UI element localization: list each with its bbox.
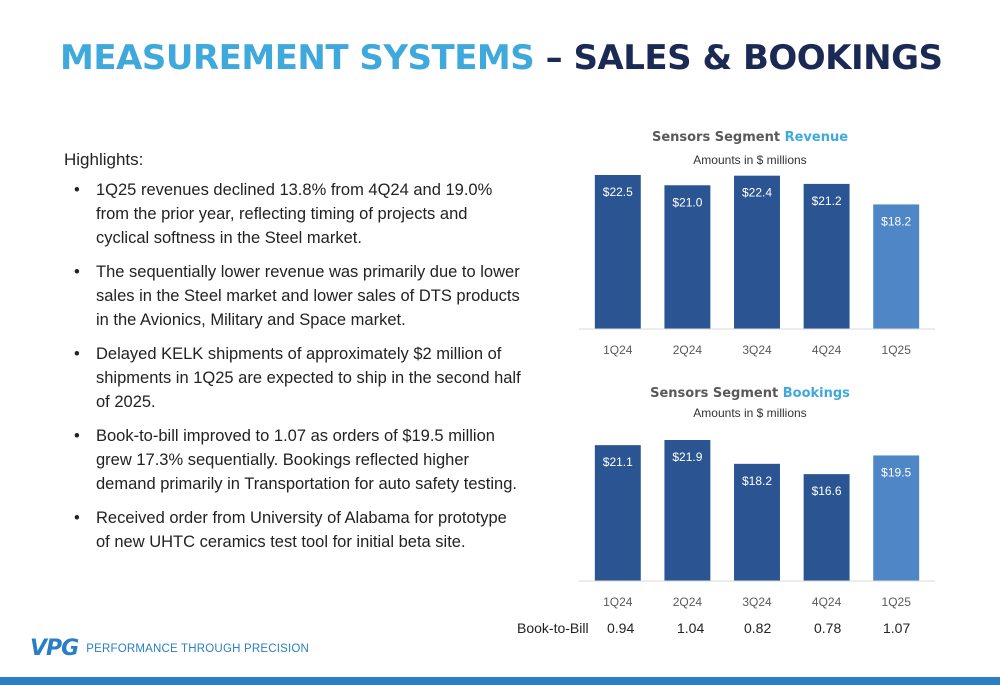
highlight-text: Delayed KELK shipments of approximately …: [96, 345, 521, 411]
bookings-tick-label: 4Q24: [812, 595, 842, 609]
bookings-bar-label: $21.9: [672, 450, 702, 464]
bullet-icon: •: [74, 263, 80, 281]
bookings-bar-label: $19.5: [881, 465, 911, 479]
highlight-text: Received order from University of Alabam…: [96, 509, 507, 551]
bookings-tick-label: 2Q24: [673, 595, 703, 609]
book-to-bill-value: 1.04: [677, 620, 705, 636]
bullet-icon: •: [74, 509, 80, 527]
bullet-icon: •: [74, 427, 80, 445]
revenue-bar: [873, 204, 920, 329]
revenue-bar: [734, 175, 780, 329]
bookings-bar: [873, 455, 920, 581]
book-to-bill-value: 0.82: [744, 620, 772, 636]
bookings-chart-subtitle: Amounts in $ millions: [693, 406, 806, 420]
bookings-tick-label: 3Q24: [742, 595, 772, 609]
revenue-tick-label: 4Q24: [812, 343, 842, 357]
vpg-logo: VPG: [30, 636, 79, 661]
bookings-chart-title-main: Sensors Segment: [650, 386, 778, 401]
revenue-tick-label: 3Q24: [742, 343, 772, 357]
highlight-item: • Received order from University of Alaba…: [64, 506, 524, 554]
bookings-chart: Sensors Segment Bookings Amounts in $ mi…: [565, 378, 945, 618]
revenue-bar-label: $21.0: [672, 195, 702, 209]
revenue-bar: [803, 183, 850, 329]
revenue-chart-title-main: Sensors Segment: [652, 130, 780, 145]
footer-accent-bar: [0, 677, 1000, 685]
bookings-bar-label: $18.2: [742, 474, 772, 488]
highlights-list: • 1Q25 revenues declined 13.8% from 4Q24 …: [64, 178, 524, 554]
bookings-ticks: 1Q24 2Q24 3Q24 4Q24 1Q25: [603, 595, 911, 609]
highlight-item: • 1Q25 revenues declined 13.8% from 4Q24 …: [64, 178, 524, 250]
revenue-bar-label: $18.2: [881, 214, 911, 228]
bookings-bar: [664, 440, 711, 581]
book-to-bill-label: Book-to-Bill: [517, 620, 589, 636]
bookings-bar: [803, 474, 850, 581]
book-to-bill-value: 0.94: [607, 620, 635, 636]
footer-tagline: PERFORMANCE THROUGH PRECISION: [86, 642, 310, 655]
highlight-item: • The sequentially lower revenue was prim…: [64, 260, 524, 332]
highlights-heading: Highlights:: [64, 150, 144, 169]
bookings-chart-svg: Sensors Segment Bookings Amounts in $ mi…: [579, 386, 935, 609]
bookings-bar-label: $21.1: [603, 455, 633, 469]
highlight-text: The sequentially lower revenue was prima…: [96, 263, 520, 329]
bookings-tick-label: 1Q24: [603, 595, 633, 609]
revenue-bars: $22.5 $21.0 $22.4 $21.2 $18.2: [594, 175, 920, 329]
bookings-bars: $21.1 $21.9 $18.2 $16.6 $19.5: [594, 440, 920, 581]
page-title: MEASUREMENT SYSTEMS – SALES & BOOKINGS: [60, 38, 943, 78]
revenue-tick-label: 1Q24: [603, 343, 633, 357]
revenue-tick-label: 2Q24: [673, 343, 703, 357]
highlight-item: • Book-to-bill improved to 1.07 as orders…: [64, 424, 524, 496]
book-to-bill-value: 0.78: [814, 620, 842, 636]
bookings-chart-title-accent: Bookings: [783, 386, 850, 401]
revenue-bar-label: $22.5: [603, 185, 633, 199]
highlight-text: 1Q25 revenues declined 13.8% from 4Q24 a…: [96, 181, 493, 247]
revenue-chart: Sensors Segment Revenue Amounts in $ mil…: [565, 122, 945, 362]
bookings-bar: [594, 445, 641, 581]
title-part-2: – SALES & BOOKINGS: [545, 38, 943, 78]
revenue-bar: [664, 185, 711, 329]
book-to-bill-value: 1.07: [883, 620, 911, 636]
bullet-icon: •: [74, 181, 80, 199]
revenue-tick-label: 1Q25: [882, 343, 912, 357]
revenue-bar-label: $22.4: [742, 186, 772, 200]
revenue-chart-svg: Sensors Segment Revenue Amounts in $ mil…: [579, 130, 935, 357]
revenue-bar-label: $21.2: [812, 194, 842, 208]
bookings-bar-label: $16.6: [812, 484, 842, 498]
revenue-chart-subtitle: Amounts in $ millions: [693, 153, 806, 167]
bookings-chart-title: Sensors Segment Bookings: [650, 386, 850, 401]
title-part-1: MEASUREMENT SYSTEMS: [60, 38, 535, 78]
revenue-chart-title: Sensors Segment Revenue: [652, 130, 848, 145]
bookings-tick-label: 1Q25: [882, 595, 912, 609]
revenue-chart-title-accent: Revenue: [785, 130, 849, 145]
bullet-icon: •: [74, 345, 80, 363]
highlight-text: Book-to-bill improved to 1.07 as orders …: [96, 427, 517, 493]
highlight-item: • Delayed KELK shipments of approximately…: [64, 342, 524, 414]
revenue-bar: [594, 175, 641, 329]
footer-logo: VPG PERFORMANCE THROUGH PRECISION: [30, 636, 309, 661]
book-to-bill-row: Book-to-Bill 0.94 1.04 0.82 0.78 1.07: [515, 620, 955, 640]
bookings-bar: [734, 463, 780, 581]
revenue-ticks: 1Q24 2Q24 3Q24 4Q24 1Q25: [603, 343, 911, 357]
highlights-panel: Highlights: • 1Q25 revenues declined 13.8…: [64, 150, 524, 564]
